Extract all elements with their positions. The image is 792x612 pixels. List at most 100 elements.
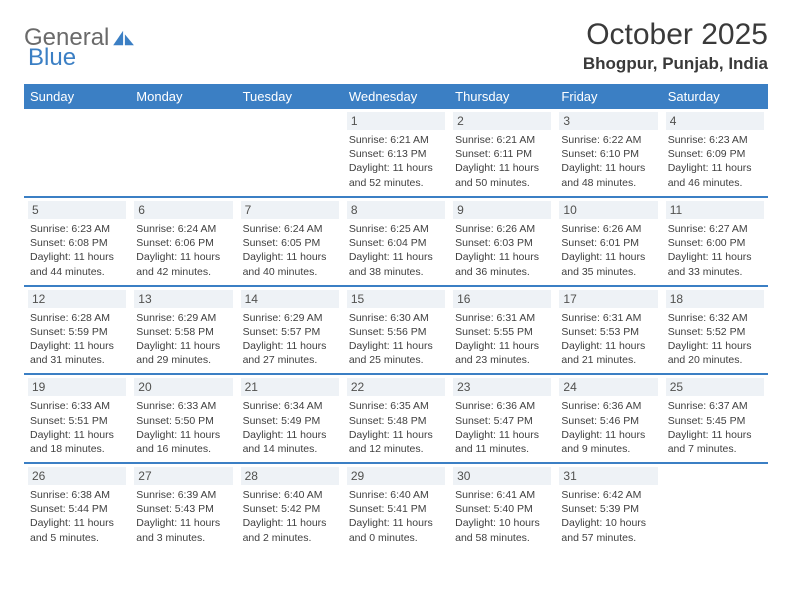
day-cell: 29 Sunrise: 6:40 AMSunset: 5:41 PMDayligh… — [343, 463, 449, 551]
weekday-header: Friday — [555, 84, 661, 109]
day-number: 9 — [453, 201, 551, 219]
day-number: 13 — [134, 290, 232, 308]
day-info: Sunrise: 6:24 AMSunset: 6:06 PMDaylight:… — [134, 222, 232, 279]
day-number: 4 — [666, 112, 764, 130]
calendar-table: Sunday Monday Tuesday Wednesday Thursday… — [24, 84, 768, 551]
day-cell: 27 Sunrise: 6:39 AMSunset: 5:43 PMDayligh… — [130, 463, 236, 551]
day-number: 25 — [666, 378, 764, 396]
day-info: Sunrise: 6:26 AMSunset: 6:03 PMDaylight:… — [453, 222, 551, 279]
day-number: 22 — [347, 378, 445, 396]
day-cell: 15 Sunrise: 6:30 AMSunset: 5:56 PMDayligh… — [343, 286, 449, 375]
day-info: Sunrise: 6:42 AMSunset: 5:39 PMDaylight:… — [559, 488, 657, 545]
day-info: Sunrise: 6:40 AMSunset: 5:41 PMDaylight:… — [347, 488, 445, 545]
day-info: Sunrise: 6:38 AMSunset: 5:44 PMDaylight:… — [28, 488, 126, 545]
day-cell: 28 Sunrise: 6:40 AMSunset: 5:42 PMDayligh… — [237, 463, 343, 551]
day-number: 19 — [28, 378, 126, 396]
day-cell: 4 Sunrise: 6:23 AMSunset: 6:09 PMDaylight… — [662, 109, 768, 197]
day-number: 7 — [241, 201, 339, 219]
day-info: Sunrise: 6:28 AMSunset: 5:59 PMDaylight:… — [28, 311, 126, 368]
day-number: 6 — [134, 201, 232, 219]
day-number: 17 — [559, 290, 657, 308]
day-number: 23 — [453, 378, 551, 396]
day-info: Sunrise: 6:35 AMSunset: 5:48 PMDaylight:… — [347, 399, 445, 456]
day-info: Sunrise: 6:22 AMSunset: 6:10 PMDaylight:… — [559, 133, 657, 190]
day-cell: 30 Sunrise: 6:41 AMSunset: 5:40 PMDayligh… — [449, 463, 555, 551]
week-row: 5 Sunrise: 6:23 AMSunset: 6:08 PMDaylight… — [24, 197, 768, 286]
day-cell: 8Sunrise: 6:25 AMSunset: 6:04 PMDaylight… — [343, 197, 449, 286]
day-cell — [237, 109, 343, 197]
day-info: Sunrise: 6:34 AMSunset: 5:49 PMDaylight:… — [241, 399, 339, 456]
day-number: 8 — [347, 201, 445, 219]
day-number: 16 — [453, 290, 551, 308]
day-cell: 12 Sunrise: 6:28 AMSunset: 5:59 PMDayligh… — [24, 286, 130, 375]
day-info: Sunrise: 6:33 AMSunset: 5:51 PMDaylight:… — [28, 399, 126, 456]
day-cell: 11Sunrise: 6:27 AMSunset: 6:00 PMDayligh… — [662, 197, 768, 286]
day-cell: 24 Sunrise: 6:36 AMSunset: 5:46 PMDayligh… — [555, 374, 661, 463]
day-info: Sunrise: 6:26 AMSunset: 6:01 PMDaylight:… — [559, 222, 657, 279]
logo-text-2: Blue — [28, 44, 76, 72]
calendar-body: 1Sunrise: 6:21 AMSunset: 6:13 PMDaylight… — [24, 109, 768, 551]
week-row: 12 Sunrise: 6:28 AMSunset: 5:59 PMDayligh… — [24, 286, 768, 375]
day-info: Sunrise: 6:36 AMSunset: 5:46 PMDaylight:… — [559, 399, 657, 456]
day-number: 27 — [134, 467, 232, 485]
day-number: 30 — [453, 467, 551, 485]
weekday-header: Saturday — [662, 84, 768, 109]
day-info: Sunrise: 6:37 AMSunset: 5:45 PMDaylight:… — [666, 399, 764, 456]
month-title: October 2025 — [583, 18, 768, 52]
day-cell: 13 Sunrise: 6:29 AMSunset: 5:58 PMDayligh… — [130, 286, 236, 375]
day-info: Sunrise: 6:39 AMSunset: 5:43 PMDaylight:… — [134, 488, 232, 545]
day-cell: 9 Sunrise: 6:26 AMSunset: 6:03 PMDaylight… — [449, 197, 555, 286]
day-number: 3 — [559, 112, 657, 130]
day-info: Sunrise: 6:41 AMSunset: 5:40 PMDaylight:… — [453, 488, 551, 545]
day-info: Sunrise: 6:31 AMSunset: 5:53 PMDaylight:… — [559, 311, 657, 368]
weekday-header: Tuesday — [237, 84, 343, 109]
day-info: Sunrise: 6:32 AMSunset: 5:52 PMDaylight:… — [666, 311, 764, 368]
day-cell: 23 Sunrise: 6:36 AMSunset: 5:47 PMDayligh… — [449, 374, 555, 463]
weekday-header: Monday — [130, 84, 236, 109]
day-cell: 3 Sunrise: 6:22 AMSunset: 6:10 PMDaylight… — [555, 109, 661, 197]
day-number: 15 — [347, 290, 445, 308]
day-number: 29 — [347, 467, 445, 485]
weekday-header-row: Sunday Monday Tuesday Wednesday Thursday… — [24, 84, 768, 109]
day-number: 28 — [241, 467, 339, 485]
day-cell: 6 Sunrise: 6:24 AMSunset: 6:06 PMDaylight… — [130, 197, 236, 286]
day-number: 5 — [28, 201, 126, 219]
day-info: Sunrise: 6:40 AMSunset: 5:42 PMDaylight:… — [241, 488, 339, 545]
calendar-page: General October 2025 Bhogpur, Punjab, In… — [0, 0, 792, 563]
day-cell: 7 Sunrise: 6:24 AMSunset: 6:05 PMDaylight… — [237, 197, 343, 286]
day-info: Sunrise: 6:23 AMSunset: 6:08 PMDaylight:… — [28, 222, 126, 279]
day-info: Sunrise: 6:24 AMSunset: 6:05 PMDaylight:… — [241, 222, 339, 279]
week-row: 1Sunrise: 6:21 AMSunset: 6:13 PMDaylight… — [24, 109, 768, 197]
day-info: Sunrise: 6:36 AMSunset: 5:47 PMDaylight:… — [453, 399, 551, 456]
day-cell: 31 Sunrise: 6:42 AMSunset: 5:39 PMDayligh… — [555, 463, 661, 551]
day-number: 12 — [28, 290, 126, 308]
day-info: Sunrise: 6:23 AMSunset: 6:09 PMDaylight:… — [666, 133, 764, 190]
day-number: 10 — [559, 201, 657, 219]
day-number: 21 — [241, 378, 339, 396]
header: General October 2025 Bhogpur, Punjab, In… — [24, 18, 768, 74]
weekday-header: Wednesday — [343, 84, 449, 109]
week-row: 19 Sunrise: 6:33 AMSunset: 5:51 PMDayligh… — [24, 374, 768, 463]
day-number: 18 — [666, 290, 764, 308]
day-info: Sunrise: 6:33 AMSunset: 5:50 PMDaylight:… — [134, 399, 232, 456]
location: Bhogpur, Punjab, India — [583, 54, 768, 74]
day-number: 31 — [559, 467, 657, 485]
weekday-header: Thursday — [449, 84, 555, 109]
day-info: Sunrise: 6:29 AMSunset: 5:58 PMDaylight:… — [134, 311, 232, 368]
day-cell: 21 Sunrise: 6:34 AMSunset: 5:49 PMDayligh… — [237, 374, 343, 463]
day-number: 20 — [134, 378, 232, 396]
day-number: 2 — [453, 112, 551, 130]
day-cell: 14Sunrise: 6:29 AMSunset: 5:57 PMDayligh… — [237, 286, 343, 375]
day-cell — [24, 109, 130, 197]
week-row: 26Sunrise: 6:38 AMSunset: 5:44 PMDayligh… — [24, 463, 768, 551]
weekday-header: Sunday — [24, 84, 130, 109]
day-cell: 25 Sunrise: 6:37 AMSunset: 5:45 PMDayligh… — [662, 374, 768, 463]
day-info: Sunrise: 6:21 AMSunset: 6:11 PMDaylight:… — [453, 133, 551, 190]
day-cell: 5 Sunrise: 6:23 AMSunset: 6:08 PMDaylight… — [24, 197, 130, 286]
day-info: Sunrise: 6:30 AMSunset: 5:56 PMDaylight:… — [347, 311, 445, 368]
title-block: October 2025 Bhogpur, Punjab, India — [583, 18, 768, 74]
day-cell: 2 Sunrise: 6:21 AMSunset: 6:11 PMDaylight… — [449, 109, 555, 197]
day-cell: 22 Sunrise: 6:35 AMSunset: 5:48 PMDayligh… — [343, 374, 449, 463]
day-number: 24 — [559, 378, 657, 396]
day-info: Sunrise: 6:29 AMSunset: 5:57 PMDaylight:… — [241, 311, 339, 368]
